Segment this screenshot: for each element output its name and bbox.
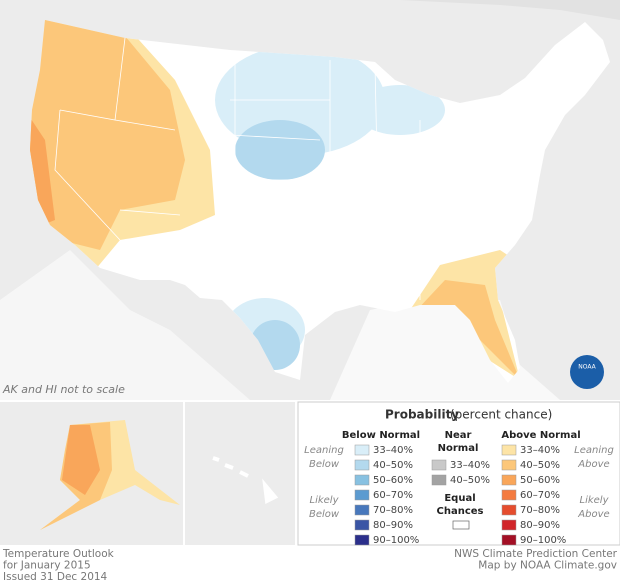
legend-label: 40–50% bbox=[450, 475, 490, 486]
legend-swatch bbox=[501, 504, 517, 516]
legend-swatch bbox=[501, 519, 517, 531]
likely-below: Below bbox=[309, 509, 340, 520]
legend-swatch bbox=[452, 520, 470, 530]
legend-swatch bbox=[354, 444, 370, 456]
legend-swatch bbox=[354, 504, 370, 516]
legend-label: 50–60% bbox=[373, 475, 413, 486]
footer-left: Temperature Outlook bbox=[2, 548, 115, 560]
likely-above: Above bbox=[577, 509, 609, 520]
legend-swatch bbox=[501, 474, 517, 486]
legend-label: 90–100% bbox=[520, 535, 566, 546]
below-header: Below Normal bbox=[342, 430, 420, 441]
likely-below: Likely bbox=[310, 495, 340, 506]
legend-label: 70–80% bbox=[520, 505, 560, 516]
logo-text: NOAA bbox=[578, 364, 596, 371]
footer-left: Issued 31 Dec 2014 bbox=[3, 571, 108, 583]
legend-swatch bbox=[354, 474, 370, 486]
legend-swatch bbox=[354, 534, 370, 546]
legend-swatch bbox=[354, 459, 370, 471]
near-header: Normal bbox=[438, 443, 479, 454]
legend-label: 33–40% bbox=[450, 460, 490, 471]
footer-left: for January 2015 bbox=[3, 560, 91, 572]
legend-swatch bbox=[354, 519, 370, 531]
legend-label: 90–100% bbox=[373, 535, 419, 546]
legend-label: 40–50% bbox=[520, 460, 560, 471]
legend-label: 60–70% bbox=[520, 490, 560, 501]
legend-swatch bbox=[501, 444, 517, 456]
equal-label: Equal bbox=[444, 493, 475, 504]
footer-right: Map by NOAA Climate.gov bbox=[478, 560, 617, 572]
equal-label: Chances bbox=[437, 506, 484, 517]
legend-title: Probability bbox=[385, 408, 459, 422]
footer-right: NWS Climate Prediction Center bbox=[454, 548, 618, 560]
legend-swatch bbox=[501, 489, 517, 501]
legend-swatch bbox=[501, 459, 517, 471]
above-header: Above Normal bbox=[501, 430, 580, 441]
legend-label: 33–40% bbox=[520, 445, 560, 456]
legend-label: 80–90% bbox=[373, 520, 413, 531]
legend-label: 33–40% bbox=[373, 445, 413, 456]
leaning-below: Below bbox=[309, 459, 340, 470]
leaning-above: Leaning bbox=[574, 445, 614, 456]
noaa-logo bbox=[570, 355, 604, 389]
scale-note: AK and HI not to scale bbox=[2, 383, 125, 396]
legend-swatch bbox=[354, 489, 370, 501]
legend-swatch bbox=[431, 459, 447, 471]
legend-subtitle: (percent chance) bbox=[450, 408, 552, 422]
legend-swatch bbox=[501, 534, 517, 546]
legend-label: 60–70% bbox=[373, 490, 413, 501]
near-header: Near bbox=[445, 430, 472, 441]
legend-label: 70–80% bbox=[373, 505, 413, 516]
hawaii-map bbox=[185, 402, 295, 545]
legend-swatch bbox=[431, 474, 447, 486]
leaning-above: Above bbox=[577, 459, 609, 470]
legend: Probability(percent chance) Below Normal A… bbox=[297, 401, 620, 546]
leaning-below: Leaning bbox=[304, 445, 344, 456]
legend-label: 40–50% bbox=[373, 460, 413, 471]
main-map: AK and HI not to scale NOAA bbox=[0, 0, 620, 400]
legend-label: 50–60% bbox=[520, 475, 560, 486]
legend-label: 80–90% bbox=[520, 520, 560, 531]
likely-above: Likely bbox=[580, 495, 610, 506]
alaska-map bbox=[0, 402, 183, 545]
